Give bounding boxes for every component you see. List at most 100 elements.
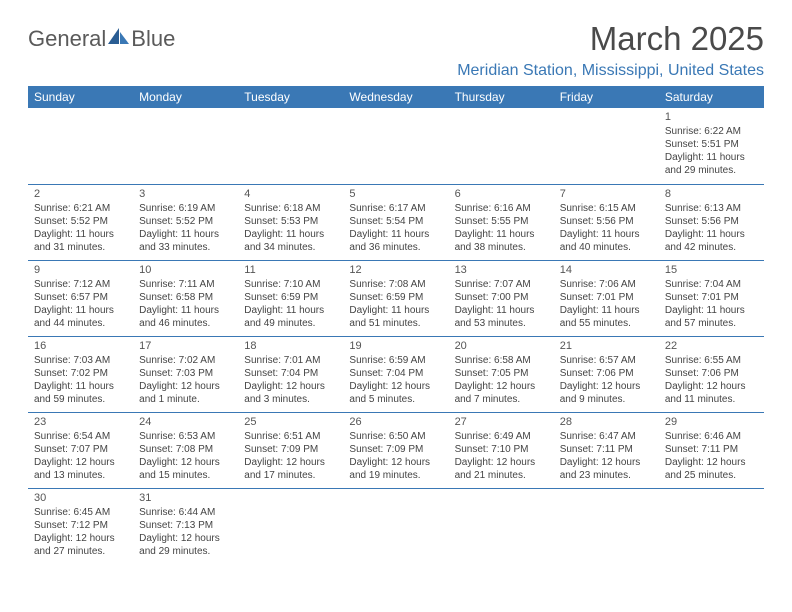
- day-ss: Sunset: 7:13 PM: [139, 519, 232, 532]
- day-d2: and 29 minutes.: [139, 545, 232, 558]
- day-ss: Sunset: 6:58 PM: [139, 291, 232, 304]
- day-cell: 2Sunrise: 6:21 AMSunset: 5:52 PMDaylight…: [28, 184, 133, 260]
- day-d2: and 13 minutes.: [34, 469, 127, 482]
- day-ss: Sunset: 7:10 PM: [455, 443, 548, 456]
- day-d1: Daylight: 12 hours: [244, 380, 337, 393]
- day-sr: Sunrise: 7:04 AM: [665, 278, 758, 291]
- day-number: 18: [244, 339, 337, 353]
- calendar-body: 1Sunrise: 6:22 AMSunset: 5:51 PMDaylight…: [28, 108, 764, 564]
- day-sr: Sunrise: 6:19 AM: [139, 202, 232, 215]
- day-d2: and 25 minutes.: [665, 469, 758, 482]
- day-sr: Sunrise: 6:49 AM: [455, 430, 548, 443]
- day-sr: Sunrise: 6:13 AM: [665, 202, 758, 215]
- day-sr: Sunrise: 6:59 AM: [349, 354, 442, 367]
- day-ss: Sunset: 7:07 PM: [34, 443, 127, 456]
- weekday-header: Friday: [554, 86, 659, 108]
- day-number: 5: [349, 187, 442, 201]
- day-cell: 30Sunrise: 6:45 AMSunset: 7:12 PMDayligh…: [28, 488, 133, 564]
- day-d1: Daylight: 12 hours: [244, 456, 337, 469]
- day-d1: Daylight: 12 hours: [349, 380, 442, 393]
- day-sr: Sunrise: 7:01 AM: [244, 354, 337, 367]
- day-cell: 10Sunrise: 7:11 AMSunset: 6:58 PMDayligh…: [133, 260, 238, 336]
- day-number: 26: [349, 415, 442, 429]
- logo-sail-icon: [108, 26, 130, 52]
- day-cell: 23Sunrise: 6:54 AMSunset: 7:07 PMDayligh…: [28, 412, 133, 488]
- day-number: 24: [139, 415, 232, 429]
- day-info: Sunrise: 6:46 AMSunset: 7:11 PMDaylight:…: [665, 430, 758, 482]
- logo: General Blue: [28, 26, 175, 52]
- empty-cell: [659, 488, 764, 564]
- day-sr: Sunrise: 6:55 AM: [665, 354, 758, 367]
- empty-cell: [28, 108, 133, 184]
- day-d2: and 36 minutes.: [349, 241, 442, 254]
- day-d2: and 59 minutes.: [34, 393, 127, 406]
- day-cell: 1Sunrise: 6:22 AMSunset: 5:51 PMDaylight…: [659, 108, 764, 184]
- day-number: 13: [455, 263, 548, 277]
- day-info: Sunrise: 7:10 AMSunset: 6:59 PMDaylight:…: [244, 278, 337, 330]
- day-ss: Sunset: 7:12 PM: [34, 519, 127, 532]
- weekday-header: Tuesday: [238, 86, 343, 108]
- calendar-row: 9Sunrise: 7:12 AMSunset: 6:57 PMDaylight…: [28, 260, 764, 336]
- day-info: Sunrise: 6:15 AMSunset: 5:56 PMDaylight:…: [560, 202, 653, 254]
- day-d1: Daylight: 11 hours: [665, 304, 758, 317]
- day-info: Sunrise: 6:22 AMSunset: 5:51 PMDaylight:…: [665, 125, 758, 177]
- day-ss: Sunset: 7:01 PM: [560, 291, 653, 304]
- day-d2: and 21 minutes.: [455, 469, 548, 482]
- day-sr: Sunrise: 6:47 AM: [560, 430, 653, 443]
- empty-cell: [238, 488, 343, 564]
- day-number: 14: [560, 263, 653, 277]
- day-info: Sunrise: 6:54 AMSunset: 7:07 PMDaylight:…: [34, 430, 127, 482]
- day-number: 16: [34, 339, 127, 353]
- day-info: Sunrise: 6:59 AMSunset: 7:04 PMDaylight:…: [349, 354, 442, 406]
- weekday-header: Saturday: [659, 86, 764, 108]
- weekday-header: Monday: [133, 86, 238, 108]
- day-info: Sunrise: 6:55 AMSunset: 7:06 PMDaylight:…: [665, 354, 758, 406]
- day-info: Sunrise: 6:50 AMSunset: 7:09 PMDaylight:…: [349, 430, 442, 482]
- day-number: 10: [139, 263, 232, 277]
- logo-word1: General: [28, 26, 106, 52]
- day-info: Sunrise: 6:44 AMSunset: 7:13 PMDaylight:…: [139, 506, 232, 558]
- day-d1: Daylight: 12 hours: [665, 380, 758, 393]
- day-ss: Sunset: 7:09 PM: [349, 443, 442, 456]
- day-number: 28: [560, 415, 653, 429]
- day-cell: 20Sunrise: 6:58 AMSunset: 7:05 PMDayligh…: [449, 336, 554, 412]
- day-ss: Sunset: 5:52 PM: [34, 215, 127, 228]
- day-cell: 25Sunrise: 6:51 AMSunset: 7:09 PMDayligh…: [238, 412, 343, 488]
- day-info: Sunrise: 7:03 AMSunset: 7:02 PMDaylight:…: [34, 354, 127, 406]
- day-d2: and 3 minutes.: [244, 393, 337, 406]
- day-info: Sunrise: 7:12 AMSunset: 6:57 PMDaylight:…: [34, 278, 127, 330]
- day-cell: 17Sunrise: 7:02 AMSunset: 7:03 PMDayligh…: [133, 336, 238, 412]
- day-sr: Sunrise: 7:12 AM: [34, 278, 127, 291]
- day-sr: Sunrise: 7:03 AM: [34, 354, 127, 367]
- day-ss: Sunset: 7:02 PM: [34, 367, 127, 380]
- day-ss: Sunset: 5:56 PM: [665, 215, 758, 228]
- day-number: 25: [244, 415, 337, 429]
- location-subtitle: Meridian Station, Mississippi, United St…: [457, 62, 764, 80]
- day-info: Sunrise: 6:21 AMSunset: 5:52 PMDaylight:…: [34, 202, 127, 254]
- day-info: Sunrise: 7:02 AMSunset: 7:03 PMDaylight:…: [139, 354, 232, 406]
- day-ss: Sunset: 7:00 PM: [455, 291, 548, 304]
- day-d1: Daylight: 12 hours: [560, 380, 653, 393]
- day-ss: Sunset: 7:09 PM: [244, 443, 337, 456]
- day-sr: Sunrise: 6:53 AM: [139, 430, 232, 443]
- day-number: 3: [139, 187, 232, 201]
- day-d2: and 55 minutes.: [560, 317, 653, 330]
- day-ss: Sunset: 7:04 PM: [349, 367, 442, 380]
- day-sr: Sunrise: 6:51 AM: [244, 430, 337, 443]
- day-d1: Daylight: 11 hours: [560, 228, 653, 241]
- day-ss: Sunset: 6:59 PM: [244, 291, 337, 304]
- day-ss: Sunset: 7:06 PM: [665, 367, 758, 380]
- day-d1: Daylight: 11 hours: [455, 304, 548, 317]
- day-d2: and 44 minutes.: [34, 317, 127, 330]
- month-title: March 2025: [457, 20, 764, 58]
- day-d1: Daylight: 11 hours: [349, 228, 442, 241]
- day-d1: Daylight: 12 hours: [139, 532, 232, 545]
- day-ss: Sunset: 7:11 PM: [665, 443, 758, 456]
- day-d1: Daylight: 12 hours: [34, 532, 127, 545]
- day-d2: and 29 minutes.: [665, 164, 758, 177]
- empty-cell: [554, 488, 659, 564]
- day-info: Sunrise: 6:19 AMSunset: 5:52 PMDaylight:…: [139, 202, 232, 254]
- day-d2: and 38 minutes.: [455, 241, 548, 254]
- day-number: 20: [455, 339, 548, 353]
- day-d2: and 53 minutes.: [455, 317, 548, 330]
